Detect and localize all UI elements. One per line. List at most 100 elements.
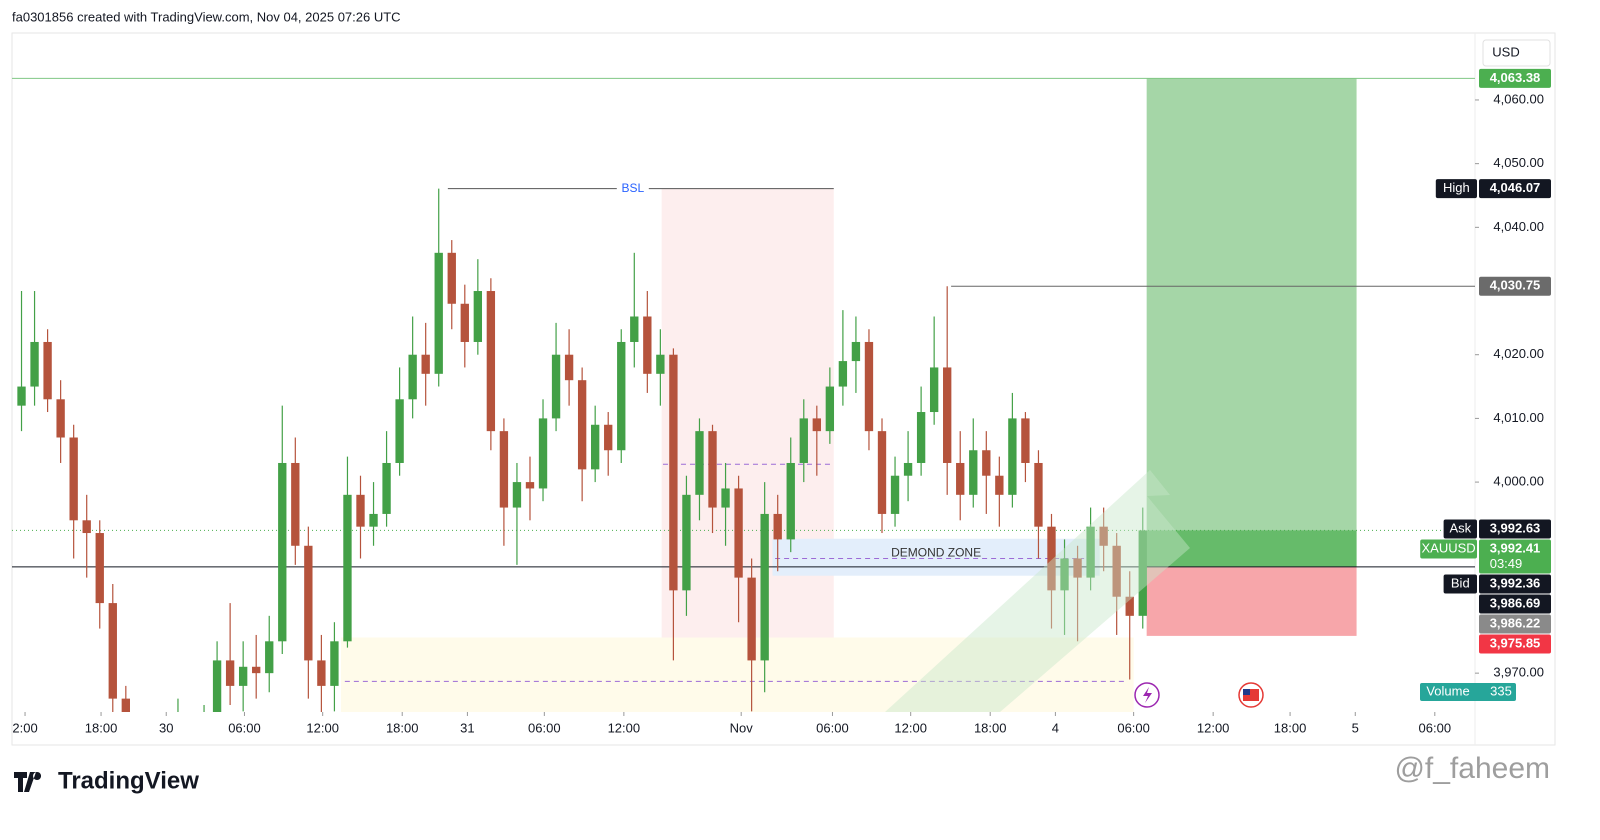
price-tag: XAUUSD	[1422, 540, 1476, 555]
candle-body	[734, 488, 743, 578]
candle-body	[108, 603, 117, 699]
candle-body	[238, 666, 248, 686]
candle-body	[304, 545, 313, 661]
candle-body	[473, 291, 483, 342]
candle-body	[760, 513, 769, 661]
x-tick-label: 18:00	[386, 720, 419, 735]
axes: 4,060.00 4,050.00 4,040.00 4,020.00 4,010.00…	[12, 68, 1551, 735]
candle-body	[512, 482, 522, 508]
y-tick-label: 3,970.00	[1493, 665, 1544, 680]
price-label-box	[1479, 68, 1551, 88]
header: fa0301856 created with TradingView.com, …	[12, 9, 401, 24]
candle-body	[773, 513, 782, 540]
candle-body	[1073, 558, 1082, 578]
x-tick-label: 06:00	[528, 720, 561, 735]
candle-body	[408, 354, 417, 400]
candle-body	[1008, 418, 1017, 495]
volume-box	[1420, 683, 1516, 701]
candle-body	[708, 431, 717, 508]
flag-canton	[1243, 689, 1250, 695]
candle-body	[265, 641, 274, 674]
currency-box[interactable]	[1482, 39, 1551, 67]
candle-body	[825, 386, 835, 432]
candle-body	[82, 520, 91, 534]
price-tag-box	[1443, 519, 1477, 539]
candle-body	[786, 462, 795, 540]
candle-body	[30, 341, 39, 387]
candle-body	[864, 341, 874, 432]
zone-label: DEMOND ZONE	[891, 545, 981, 559]
candle-body	[56, 399, 65, 438]
candle-body	[43, 341, 52, 400]
x-tick-label: 12:00	[1197, 720, 1230, 735]
price-label: 3,986.69	[1490, 595, 1541, 610]
zone	[772, 538, 1100, 576]
candle-body	[669, 354, 678, 591]
candle-body	[382, 462, 391, 514]
x-tick-label: Nov	[730, 720, 754, 735]
candle-body	[278, 462, 287, 642]
candle-body	[460, 303, 469, 342]
price-label-box	[1479, 634, 1551, 654]
candle-body	[538, 418, 548, 489]
candle-body	[577, 380, 587, 470]
candle-body	[591, 424, 600, 470]
candle-body	[969, 450, 978, 495]
candle-body	[135, 750, 143, 769]
price-label: 3,992.41	[1490, 540, 1541, 555]
candle-body	[200, 724, 208, 769]
candle-body	[695, 431, 704, 495]
candle-body	[617, 341, 626, 451]
candle-body	[838, 361, 848, 387]
candle-body	[395, 399, 404, 463]
candle-body	[525, 482, 535, 489]
candle-body	[369, 513, 378, 527]
price-label: 4,030.75	[1490, 278, 1541, 293]
x-tick-label: 12:00	[306, 720, 339, 735]
x-tick-label: 31	[460, 720, 474, 735]
candle-body	[995, 475, 1004, 495]
candle-body	[812, 418, 821, 432]
target-zone	[1146, 78, 1357, 567]
x-tick-label: 2:00	[12, 720, 37, 735]
bsl-label-bg	[616, 180, 649, 197]
x-tick-label: 06:00	[1419, 720, 1452, 735]
candle-body	[551, 354, 561, 419]
stop-zone	[1146, 566, 1357, 636]
price-label: 4,063.38	[1490, 70, 1541, 85]
price-label-box	[1479, 539, 1551, 574]
price-label-box	[1479, 519, 1551, 539]
candle-body	[564, 354, 574, 381]
price-tag-box	[1435, 179, 1477, 199]
candle-body	[1138, 530, 1147, 616]
candle-body	[1112, 545, 1121, 597]
candle-body	[252, 666, 261, 674]
bsl-label: BSL	[621, 181, 644, 195]
candle-body	[890, 475, 900, 514]
price-label: 3,975.85	[1490, 635, 1541, 650]
x-tick-label: 06:00	[1117, 720, 1150, 735]
candle-body	[799, 418, 808, 463]
plot-area: BSL DEMOND ZONE	[12, 77, 1475, 769]
currency: USD	[1492, 44, 1519, 59]
x-tick-label: 18:00	[1274, 720, 1307, 735]
candle-body	[317, 660, 326, 686]
price-tag: Ask	[1449, 520, 1471, 535]
x-tick-label: 5	[1352, 720, 1359, 735]
price-label-box	[1479, 276, 1551, 296]
x-tick-label: 12:00	[894, 720, 927, 735]
candle-body	[656, 354, 665, 374]
price-label: 3,992.36	[1490, 575, 1541, 590]
candle-body	[982, 450, 991, 476]
price-label: 3,992.63	[1490, 520, 1541, 535]
price-label-box	[1479, 594, 1551, 614]
x-tick-label: 06:00	[816, 720, 849, 735]
volume-label: Volume	[1426, 683, 1469, 698]
candle-body	[343, 494, 352, 642]
x-tick-label: 06:00	[228, 720, 261, 735]
brand-logo	[14, 772, 42, 792]
price-tag-box	[1443, 574, 1477, 594]
x-tick-label: 18:00	[85, 720, 118, 735]
candle-body	[1034, 462, 1043, 527]
x-tick-label: 12:00	[608, 720, 641, 735]
